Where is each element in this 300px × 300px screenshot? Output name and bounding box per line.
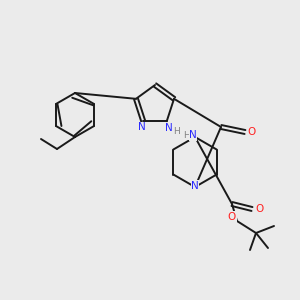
Text: O: O (248, 127, 256, 137)
Text: N: N (189, 130, 197, 140)
Text: N: N (191, 181, 199, 191)
Text: H: H (183, 130, 189, 140)
Text: H: H (173, 127, 180, 136)
Text: O: O (255, 204, 263, 214)
Text: N: N (165, 123, 172, 133)
Text: O: O (228, 212, 236, 222)
Text: N: N (138, 122, 146, 132)
